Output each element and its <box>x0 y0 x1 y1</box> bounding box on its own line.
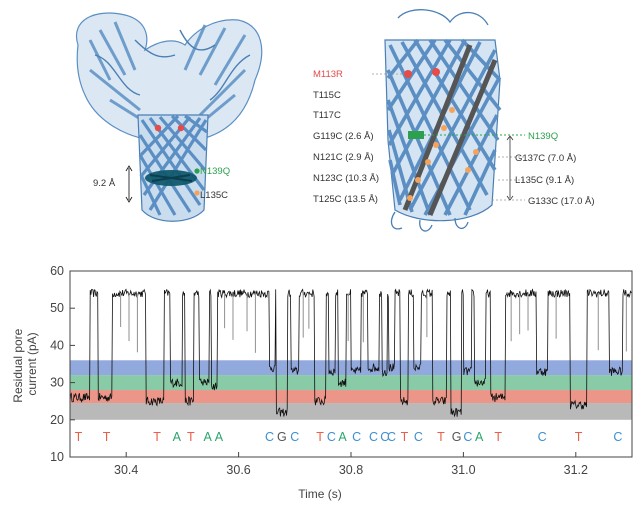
base-label-A: A <box>215 430 224 444</box>
band-red <box>70 390 632 404</box>
left-label-l135c: L135C <box>200 190 228 201</box>
trace-line <box>69 288 632 418</box>
y-tick-label: 60 <box>50 264 64 278</box>
x-tick-label: 31.2 <box>564 463 588 477</box>
label-n123c: N123C (10.3 Å) <box>313 173 379 184</box>
base-label-T: T <box>153 430 161 444</box>
left-protein-structure: 9.2 Å N139Q L135C <box>75 12 263 222</box>
base-label-C: C <box>327 430 336 444</box>
base-call-labels: T T T A T A A C G C T C A C C CC T C T G C A T C T C <box>75 430 623 444</box>
band-green <box>70 375 632 391</box>
label-n121c: N121C (2.9 Å) <box>313 152 374 163</box>
y-tick-label: 20 <box>50 413 64 427</box>
left-label-n139q: N139Q <box>200 166 230 177</box>
y-tick-label: 10 <box>50 450 64 464</box>
base-label-C: C <box>352 430 361 444</box>
base-label-C: C <box>463 430 472 444</box>
base-label-T: T <box>103 430 111 444</box>
base-label-A: A <box>204 430 213 444</box>
mutant-red-dot <box>154 124 162 132</box>
base-label-A: A <box>173 430 182 444</box>
x-axis-ticks: 30.4 30.6 30.8 31.0 31.2 <box>114 452 588 477</box>
label-g119c: G119C (2.6 Å) <box>313 131 374 142</box>
x-tick-label: 31.0 <box>451 463 475 477</box>
label-l135c: L135C (9.1 Å) <box>515 175 574 186</box>
right-protein-structure: M113R T115C T117C G119C (2.6 Å) N121C (2… <box>313 9 595 232</box>
base-label-C: C <box>414 430 423 444</box>
base-label-C: C <box>290 430 299 444</box>
mutant-red-dot <box>404 70 412 78</box>
y-axis-ticks: 10 20 30 40 50 60 <box>50 264 75 464</box>
y-tick-label: 40 <box>50 338 64 352</box>
base-label-C: C <box>369 430 378 444</box>
mutant-red-dot <box>432 68 440 76</box>
base-label-A: A <box>338 430 347 444</box>
current-level-bands <box>70 360 632 420</box>
current-trace <box>69 288 632 418</box>
mutant-red-dot <box>177 124 185 132</box>
y-axis-label: Residual pore current (pA) <box>11 325 39 402</box>
label-g133c: G133C (17.0 Å) <box>528 196 595 207</box>
base-label-T: T <box>437 430 445 444</box>
base-label-C: C <box>387 430 396 444</box>
x-axis-label: Time (s) <box>298 487 342 501</box>
label-n139q: N139Q <box>528 131 558 142</box>
base-label-T: T <box>187 430 195 444</box>
base-label-T: T <box>401 430 409 444</box>
label-t125c: T125C (13.5 Å) <box>313 194 378 205</box>
y-tick-label: 50 <box>50 301 64 315</box>
base-label-C: C <box>613 430 622 444</box>
band-gray <box>70 403 632 420</box>
y-tick-label: 30 <box>50 376 64 390</box>
base-label-C: C <box>265 430 274 444</box>
orange-residues <box>407 107 479 201</box>
base-label-T: T <box>316 430 324 444</box>
x-tick-label: 30.4 <box>114 463 138 477</box>
base-label-C: C <box>538 430 547 444</box>
mutant-green-patch <box>408 131 424 139</box>
x-tick-label: 30.8 <box>339 463 363 477</box>
base-label-G: G <box>452 430 462 444</box>
base-label-G: G <box>277 430 287 444</box>
base-label-T: T <box>75 430 83 444</box>
base-label-C: C <box>380 430 389 444</box>
base-label-A: A <box>475 430 484 444</box>
label-g137c: G137C (7.0 Å) <box>515 153 576 164</box>
base-label-T: T <box>494 430 502 444</box>
x-tick-label: 30.6 <box>226 463 250 477</box>
label-m113r: M113R <box>313 69 343 80</box>
label-t117c: T117C <box>313 110 341 121</box>
label-t115c: T115C <box>313 90 341 101</box>
dimension-label: 9.2 Å <box>93 178 116 189</box>
base-label-T: T <box>575 430 583 444</box>
current-trace-chart: T T T A T A A C G C T C A C C CC T C T G C A T C T C 102030405060… <box>11 264 633 501</box>
